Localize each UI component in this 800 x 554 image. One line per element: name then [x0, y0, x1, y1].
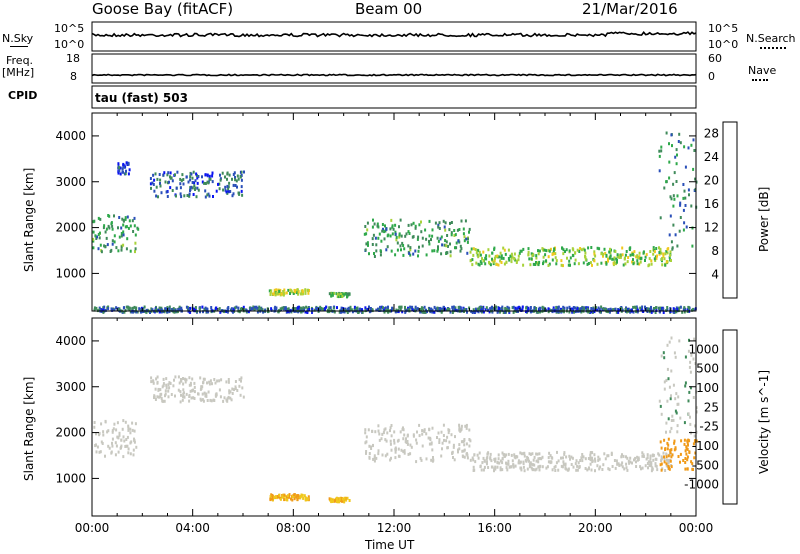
x-axis-label: Time UT — [365, 538, 415, 552]
station-title: Goose Bay (fitACF) — [92, 0, 234, 18]
velocity-colorbar-tick: -500 — [692, 458, 719, 472]
power-ytick-label: 2000 — [55, 221, 86, 235]
power-echo-region — [363, 218, 471, 258]
power-colorbar-tick: 4 — [711, 268, 719, 282]
power-colorbar-frame — [722, 121, 738, 299]
power-ytick-label: 1000 — [55, 266, 86, 280]
velocity-ytick-label: 4000 — [55, 334, 86, 348]
date-title: 21/Mar/2016 — [582, 0, 678, 18]
velocity-colorbar-tick: 1000 — [688, 342, 719, 356]
power-ytick-label: 3000 — [55, 175, 86, 189]
x-tick-label: 12:00 — [377, 521, 412, 535]
power-echo-region — [92, 214, 140, 254]
power-echo-region — [328, 291, 351, 299]
velocity-ytick-label: 3000 — [55, 380, 86, 394]
velocity-colorbar-frame — [722, 329, 738, 505]
power-echo-region — [149, 170, 245, 199]
nave-tick-high: 60 — [708, 52, 722, 65]
power-colorbar-tick: 20 — [704, 174, 719, 188]
velocity-echo-region — [328, 496, 351, 504]
nsky-legend-line — [10, 46, 28, 47]
freq-tick-low: 8 — [70, 70, 77, 83]
power-colorbar-tick: 24 — [704, 150, 719, 164]
power-echo-region — [268, 288, 310, 297]
nsearch-legend-line — [760, 47, 786, 49]
nsky-tick-low: 10^0 — [54, 38, 85, 51]
cpid-value: tau (fast) 503 — [95, 91, 188, 105]
freq-label: Freq. — [6, 54, 34, 67]
velocity-echo-region — [269, 493, 310, 502]
nave-tick-low: 0 — [708, 70, 715, 83]
velocity-echo-region — [150, 375, 245, 404]
velocity-ylabel: Slant Range [km] — [22, 376, 36, 481]
velocity-echo-region — [659, 437, 698, 472]
velocity-colorbar-tick: 25 — [704, 400, 719, 414]
freq-trace — [91, 73, 697, 77]
power-colorbar-label: Power [dB] — [757, 186, 771, 252]
x-tick-label: 00:00 — [75, 521, 110, 535]
nsearch-tick-high: 10^5 — [708, 22, 739, 35]
power-colorbar-tick: 16 — [704, 197, 719, 211]
velocity-colorbar-tick: 100 — [696, 381, 719, 395]
velocity-colorbar-tick: -25 — [699, 420, 719, 434]
nave-legend-line — [752, 79, 768, 81]
velocity-colorbar-tick: 500 — [696, 362, 719, 376]
x-tick-label: 04:00 — [175, 521, 210, 535]
velocity-ytick-label: 1000 — [55, 471, 86, 485]
power-ytick-label: 4000 — [55, 129, 86, 143]
freq-unit: [MHz] — [2, 66, 35, 79]
power-colorbar-tick: 8 — [711, 244, 719, 258]
power-echo-region — [117, 161, 131, 176]
velocity-colorbar-tick: -100 — [692, 439, 719, 453]
nsky-tick-high: 10^5 — [54, 22, 85, 35]
power-echo-region — [469, 246, 672, 268]
velocity-echo-region — [93, 419, 138, 459]
velocity-colorbar-label: Velocity [m s^-1] — [757, 369, 771, 474]
nsky-label: N.Sky — [2, 32, 34, 45]
velocity-ytick-label: 2000 — [55, 426, 86, 440]
power-colorbar-tick: 12 — [704, 221, 719, 235]
nsky-panel-frame — [91, 21, 697, 52]
power-ylabel: Slant Range [km] — [22, 167, 36, 272]
cpid-panel-frame — [91, 85, 697, 109]
velocity-echo-region — [469, 450, 673, 473]
power-panel-background — [92, 113, 696, 311]
freq-panel-frame — [91, 53, 697, 84]
x-tick-label: 08:00 — [276, 521, 311, 535]
beam-title: Beam 00 — [355, 0, 423, 18]
nsearch-tick-low: 10^0 — [708, 38, 739, 51]
velocity-colorbar-tick: -1000 — [684, 478, 719, 492]
nave-label: Nave — [748, 64, 777, 77]
power-colorbar-tick: 28 — [704, 127, 719, 141]
velocity-echo-region — [364, 423, 472, 464]
cpid-label: CPID — [8, 89, 38, 102]
velocity-panel-background — [92, 318, 696, 516]
freq-tick-high: 18 — [66, 52, 80, 65]
x-tick-label: 20:00 — [578, 521, 613, 535]
nsearch-label: N.Search — [746, 32, 796, 45]
x-tick-label: 00:00 — [679, 521, 714, 535]
x-tick-label: 16:00 — [477, 521, 512, 535]
nsky-trace — [91, 31, 697, 38]
